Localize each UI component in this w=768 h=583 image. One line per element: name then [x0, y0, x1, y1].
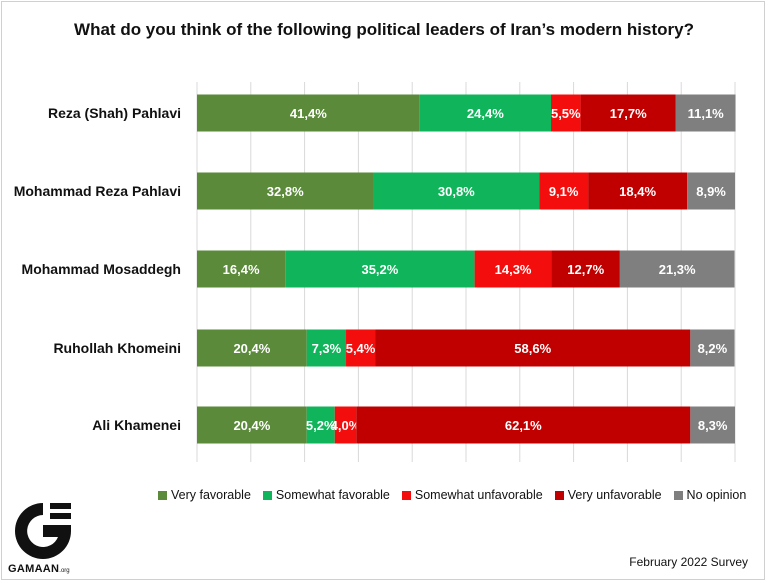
- legend-item: Somewhat unfavorable: [401, 488, 543, 502]
- bar-segment: [197, 406, 307, 444]
- legend-item: No opinion: [673, 488, 747, 502]
- data-label: 5,2%: [306, 418, 336, 433]
- data-label: 4,0%: [331, 418, 361, 433]
- bar-segment: [551, 250, 620, 288]
- bar-segment: [690, 329, 735, 367]
- gamaan-logo-icon: [15, 503, 71, 559]
- survey-date-footnote: February 2022 Survey: [629, 555, 748, 569]
- bar-segment: [419, 94, 552, 132]
- data-label: 8,2%: [698, 341, 728, 356]
- legend-label: Very favorable: [171, 488, 251, 502]
- data-label: 24,4%: [467, 106, 504, 121]
- bar-segment: [306, 406, 335, 444]
- bar-segment: [346, 329, 376, 367]
- legend-item: Somewhat favorable: [262, 488, 390, 502]
- data-label: 7,3%: [312, 341, 342, 356]
- legend-swatch: [554, 490, 564, 500]
- bar-segment: [588, 172, 688, 210]
- legend-label: Very unfavorable: [567, 488, 662, 502]
- bar-segment: [285, 250, 475, 288]
- legend-swatch: [673, 490, 683, 500]
- bar-segment: [690, 406, 735, 444]
- data-label: 30,8%: [438, 184, 475, 199]
- bar-segment: [373, 172, 540, 210]
- data-label: 41,4%: [290, 106, 327, 121]
- data-label: 8,3%: [698, 418, 728, 433]
- data-label: 11,1%: [688, 106, 725, 121]
- legend-label: No opinion: [686, 488, 747, 502]
- data-label: 32,8%: [267, 184, 304, 199]
- bar-segment: [474, 250, 552, 288]
- bar-segment: [539, 172, 589, 210]
- category-label: Mohammad Mosaddegh: [22, 261, 181, 277]
- legend-label: Somewhat unfavorable: [414, 488, 543, 502]
- bar-segment: [197, 329, 307, 367]
- data-label: 5,4%: [346, 341, 376, 356]
- data-label: 20,4%: [233, 341, 270, 356]
- bar-segment: [687, 172, 735, 210]
- data-label: 5,5%: [551, 106, 581, 121]
- data-label: 20,4%: [233, 418, 270, 433]
- bar-segment: [334, 406, 357, 444]
- bar-segment: [675, 94, 736, 132]
- category-label: Ruhollah Khomeini: [53, 340, 181, 356]
- category-label: Reza (Shah) Pahlavi: [48, 105, 181, 121]
- bar-segment: [197, 172, 374, 210]
- data-label: 9,1%: [549, 184, 579, 199]
- bar-segment: [197, 94, 420, 132]
- bar-segment: [580, 94, 676, 132]
- chart-legend: Very favorable Somewhat favorable Somewhat…: [158, 486, 746, 504]
- bar-segment: [306, 329, 347, 367]
- data-label: 35,2%: [361, 262, 398, 277]
- bar-segment: [375, 329, 691, 367]
- data-label: 8,9%: [696, 184, 726, 199]
- chart-title: What do you think of the following polit…: [74, 20, 694, 39]
- data-label: 18,4%: [619, 184, 656, 199]
- category-label: Ali Khamenei: [92, 417, 181, 433]
- category-label: Mohammad Reza Pahlavi: [14, 183, 181, 199]
- data-label: 62,1%: [505, 418, 542, 433]
- data-label: 17,7%: [610, 106, 647, 121]
- legend-label: Somewhat favorable: [275, 488, 390, 502]
- legend-item: Very unfavorable: [554, 488, 662, 502]
- brand-name: GAMAAN.org: [8, 563, 70, 575]
- data-label: 58,6%: [514, 341, 551, 356]
- bar-segment: [551, 94, 581, 132]
- legend-swatch: [401, 490, 411, 500]
- data-label: 16,4%: [223, 262, 260, 277]
- bar-segment: [356, 406, 691, 444]
- data-label: 12,7%: [567, 262, 604, 277]
- bar-segment: [197, 250, 286, 288]
- data-label: 14,3%: [495, 262, 532, 277]
- legend-swatch: [262, 490, 272, 500]
- legend-swatch: [158, 490, 167, 500]
- data-label: 21,3%: [659, 262, 696, 277]
- legend-item: Very favorable: [158, 488, 251, 502]
- bar-segment: [619, 250, 735, 288]
